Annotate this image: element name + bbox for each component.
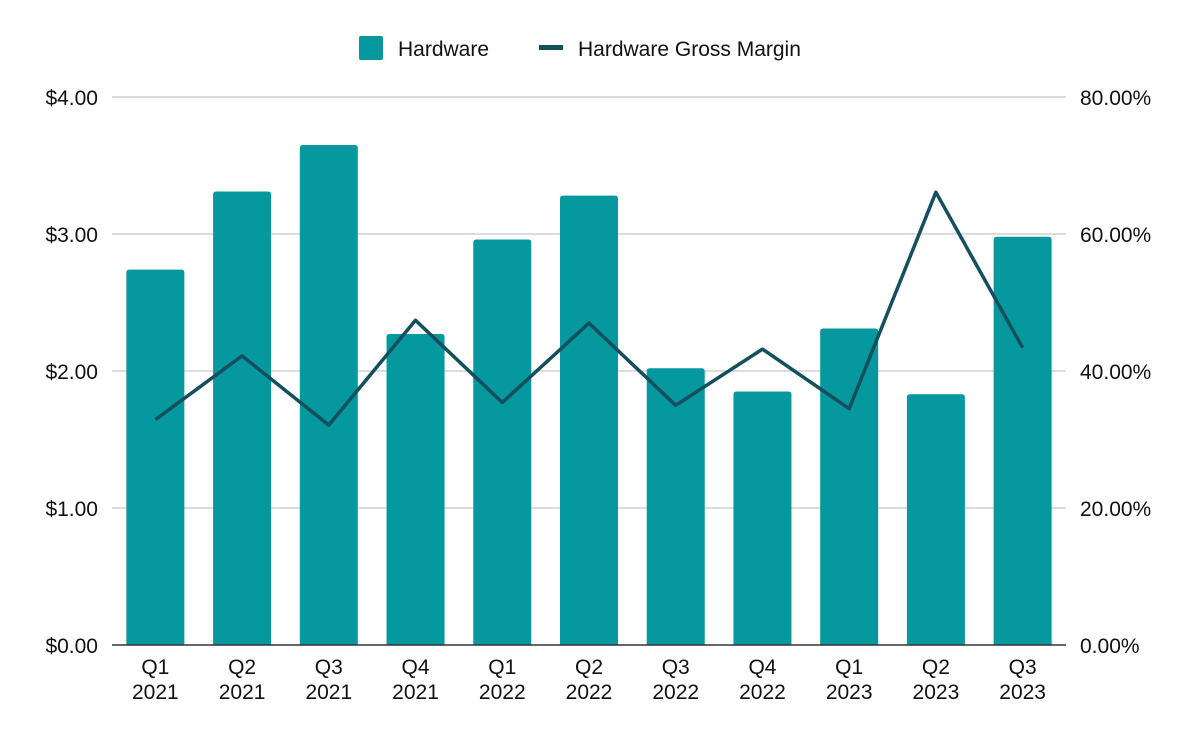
left-tick-label: $4.00 [45, 87, 98, 110]
bar-hardware [906, 394, 965, 645]
x-tick-label: Q2 2022 [566, 656, 613, 704]
x-tick-label: Q1 2022 [479, 656, 526, 704]
line-hardware-gross-margin [154, 190, 1025, 427]
bar-hardware [386, 334, 445, 645]
legend-swatch-hardware [359, 36, 383, 60]
right-tick-label: 40.00% [1080, 361, 1151, 384]
x-tick-label: Q3 2023 [999, 656, 1046, 704]
line-series [154, 190, 1025, 427]
bar-hardware [213, 191, 272, 645]
x-tick-label: Q2 2021 [219, 656, 266, 704]
right-tick-label: 0.00% [1080, 635, 1140, 658]
x-axis-ticks: Q1 2021 Q2 2021 Q3 2021 Q4 2021 Q1 2022 Q2 2022 Q3 20… [132, 656, 1046, 704]
bar-hardware [993, 236, 1052, 646]
left-axis-ticks: $0.00 $1.00 $2.00 $3.00 $4.00 [45, 87, 98, 658]
bar-hardware [473, 239, 532, 646]
left-tick-label: $3.00 [45, 224, 98, 247]
bar-hardware [646, 368, 705, 645]
legend-swatch-gross-margin [539, 45, 563, 50]
x-tick-label: Q3 2022 [652, 656, 699, 704]
right-tick-label: 80.00% [1080, 87, 1151, 110]
bar-hardware [560, 195, 618, 645]
x-tick-label: Q1 2023 [826, 656, 873, 704]
bar-series [126, 144, 1052, 646]
legend: Hardware Hardware Gross Margin [359, 36, 801, 61]
bar-hardware [299, 144, 358, 645]
left-tick-label: $0.00 [45, 635, 98, 658]
x-tick-label: Q4 2021 [392, 656, 439, 704]
bar-hardware [126, 269, 185, 645]
right-tick-label: 20.00% [1080, 498, 1151, 521]
right-axis-ticks: 0.00% 20.00% 40.00% 60.00% 80.00% [1080, 87, 1151, 658]
x-tick-label: Q1 2021 [132, 656, 179, 704]
x-tick-label: Q3 2021 [305, 656, 352, 704]
legend-label-hardware: Hardware [398, 38, 489, 61]
left-tick-label: $1.00 [45, 498, 98, 521]
bar-hardware [733, 391, 792, 645]
x-tick-label: Q4 2022 [739, 656, 786, 704]
x-tick-label: Q2 2023 [913, 656, 960, 704]
bar-hardware [820, 328, 879, 645]
left-tick-label: $2.00 [45, 361, 98, 384]
legend-label-gross-margin: Hardware Gross Margin [578, 38, 801, 61]
right-tick-label: 60.00% [1080, 224, 1151, 247]
